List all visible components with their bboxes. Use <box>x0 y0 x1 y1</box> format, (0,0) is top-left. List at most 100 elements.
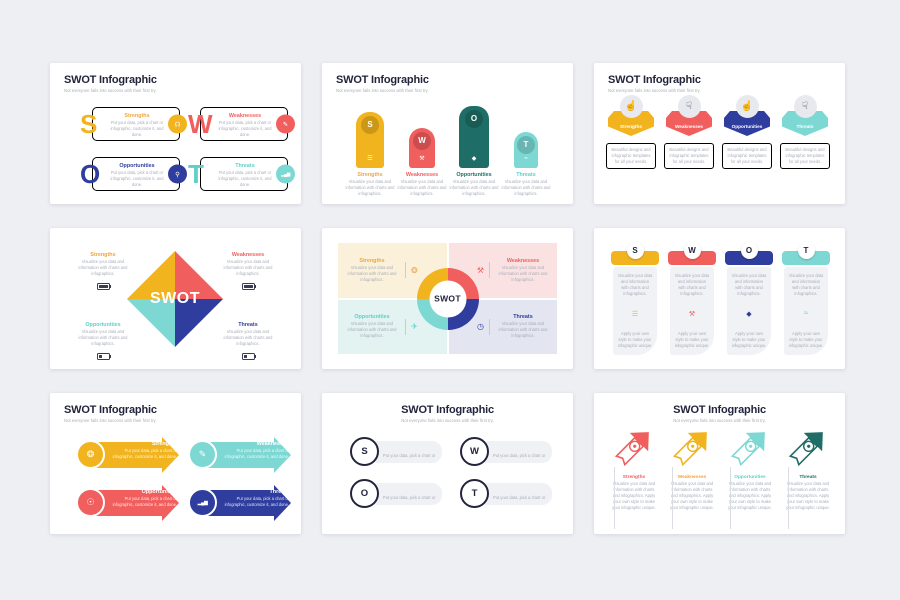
letter-t: T <box>797 242 815 259</box>
columns: S Visualize your data and information wi… <box>611 242 830 355</box>
quadrant-body: Visualize your data and information with… <box>347 321 397 339</box>
icon-glyph: ☊ <box>174 121 181 128</box>
battery-full-icon <box>96 282 111 290</box>
strengths-item: S Put your data, pick a chart or infogra… <box>350 437 446 467</box>
letter-t: T <box>517 136 535 154</box>
text-box: Beautiful designs and infographic templa… <box>664 143 714 169</box>
icon-glyph: ✎ <box>282 121 289 128</box>
text-box: Beautiful designs and infographic templa… <box>606 143 656 169</box>
threats-column: Threats Visualize your data and informat… <box>782 425 834 529</box>
arrow-text: Threats Put your data, pick a chart or i… <box>220 489 289 508</box>
opportunities-column: O Visualize your data and information wi… <box>725 242 773 355</box>
slide-header: SWOT Infographic Not everyone fails into… <box>608 74 701 93</box>
arrow-head <box>162 437 179 473</box>
slide-title: SWOT Infographic <box>401 404 494 416</box>
location-pin-icon: ⚲ <box>168 164 187 184</box>
strengths-arrow: ❂ Strengths Put your data, pick a chart … <box>76 437 180 473</box>
weaknesses-block: Weaknesses Visualize your data and infor… <box>217 252 279 295</box>
opportunities-card: O Opportunities Put your data, pick a ch… <box>80 157 187 191</box>
card-body-bottom: Apply your own style to make your infogr… <box>731 331 767 349</box>
divider <box>489 262 490 279</box>
column-text: Weaknesses Visualize your data and infor… <box>666 475 718 511</box>
column-card: Visualize your data and information with… <box>784 267 828 355</box>
divider <box>405 262 406 279</box>
badge-label: Weaknesses <box>674 123 704 129</box>
block-body: Visualize your data and information with… <box>223 329 273 346</box>
column-line <box>788 467 789 529</box>
arrow-head <box>274 485 291 521</box>
item-pill: Put your data, pick a chart or infograph… <box>372 483 442 505</box>
badge-label: Strengths <box>620 123 642 129</box>
award-icon: ❂ <box>76 440 105 469</box>
diagonal-arrow-icon <box>672 432 707 467</box>
block-heading: Threats <box>238 322 258 328</box>
arrow-text: Strengths Put your data, pick a chart or… <box>108 441 177 460</box>
slide-subtitle: Not everyone fails into success with the… <box>336 88 429 93</box>
threats-label: Threats Visualize your data and informat… <box>500 172 552 197</box>
item-pill: Put your data, pick a chart or infograph… <box>482 483 552 505</box>
card-heading: Threats <box>235 163 255 169</box>
card-body: Put your data, pick a chart or infograph… <box>218 120 272 137</box>
tombstone-shape: S ☰ <box>356 112 384 168</box>
slide-title: SWOT Infographic <box>608 74 701 86</box>
block-heading: Opportunities <box>85 322 121 328</box>
column-text: Opportunities Visualize your data and in… <box>724 475 776 511</box>
letter-s: S <box>361 116 379 134</box>
label-heading: Strengths <box>357 172 383 178</box>
label-heading: Weaknesses <box>405 172 439 178</box>
label-body: Visualize your data and information with… <box>449 179 499 196</box>
slide-badge-columns: SWOT Infographic Not everyone fails into… <box>594 63 845 204</box>
battery-low-icon <box>241 352 256 360</box>
card-body: Put your data, pick a chart or infograph… <box>218 170 272 187</box>
arrow-heading: Opportunities <box>141 489 177 495</box>
rocket-icon: ✈ <box>411 322 418 332</box>
slide-letter-columns: S Visualize your data and information wi… <box>594 228 845 369</box>
letter-w: W <box>460 437 489 466</box>
column-card: Visualize your data and information with… <box>670 267 714 355</box>
letter-w: W <box>188 109 213 139</box>
letter-t: T <box>460 479 489 508</box>
strengths-label: Strengths Visualize your data and inform… <box>344 172 396 197</box>
letter-t: T <box>188 159 204 189</box>
card-body-bottom: Apply your own style to make your infogr… <box>788 331 824 349</box>
threats-arrow: ▂▄▆ Threats Put your data, pick a chart … <box>188 485 292 521</box>
arrow-text: Opportunities Put your data, pick a char… <box>108 489 177 508</box>
letter-s: S <box>350 437 379 466</box>
tombstone-shape: T ≈ <box>514 132 538 168</box>
threats-column: ☟ Threats Beautiful designs and infograp… <box>777 95 833 169</box>
threats-item: T Put your data, pick a chart or infogra… <box>460 479 556 509</box>
box-body: Beautiful designs and infographic templa… <box>727 147 767 164</box>
card-body-top: Visualize your data and information with… <box>617 273 653 296</box>
column-text: Strengths Visualize your data and inform… <box>608 475 660 511</box>
column-text: Threats Visualize your data and informat… <box>782 475 834 511</box>
strengths-column: S Visualize your data and information wi… <box>611 242 659 355</box>
icon-glyph: ☟ <box>801 101 809 112</box>
column-line <box>672 467 673 529</box>
quadrant-heading: Weaknesses <box>506 257 540 264</box>
arrow-heading: Strengths <box>151 441 177 447</box>
slide-title: SWOT Infographic <box>673 404 766 416</box>
label-body: Visualize your data and information with… <box>397 179 447 196</box>
slide-header: SWOT Infographic Not everyone fails into… <box>64 404 157 423</box>
card-text: Threats Put your data, pick a chart or i… <box>216 163 274 188</box>
pill-body: Put your data, pick a chart or infograph… <box>493 495 546 500</box>
lightbulb-icon: ☉ <box>76 488 105 517</box>
text-box: Beautiful designs and infographic templa… <box>722 143 772 169</box>
text-box: Beautiful designs and infographic templa… <box>780 143 830 169</box>
waves-icon: ≈ <box>524 156 528 162</box>
items-grid: S Put your data, pick a chart or infogra… <box>350 437 556 509</box>
slide-quadrant-donut: Strengths Visualize your data and inform… <box>322 228 573 369</box>
award-icon: ❂ <box>411 265 418 275</box>
column-card: Visualize your data and information with… <box>727 267 771 355</box>
box-body: Beautiful designs and infographic templa… <box>611 147 651 164</box>
pill-body: Put your data, pick a chart or infograph… <box>383 453 436 458</box>
diagonal-arrow-icon <box>730 432 765 467</box>
clock-icon: ◷ <box>477 322 484 332</box>
letter-s: S <box>80 109 98 139</box>
arrow-body-text: Put your data, pick a chart or infograph… <box>224 496 289 507</box>
strengths-column: ☝ Strengths Beautiful designs and infogr… <box>603 95 659 169</box>
quadrant-heading: Threats <box>513 314 533 321</box>
column-card: Visualize your data and information with… <box>613 267 657 355</box>
threats-block: Threats Visualize your data and informat… <box>217 322 279 365</box>
